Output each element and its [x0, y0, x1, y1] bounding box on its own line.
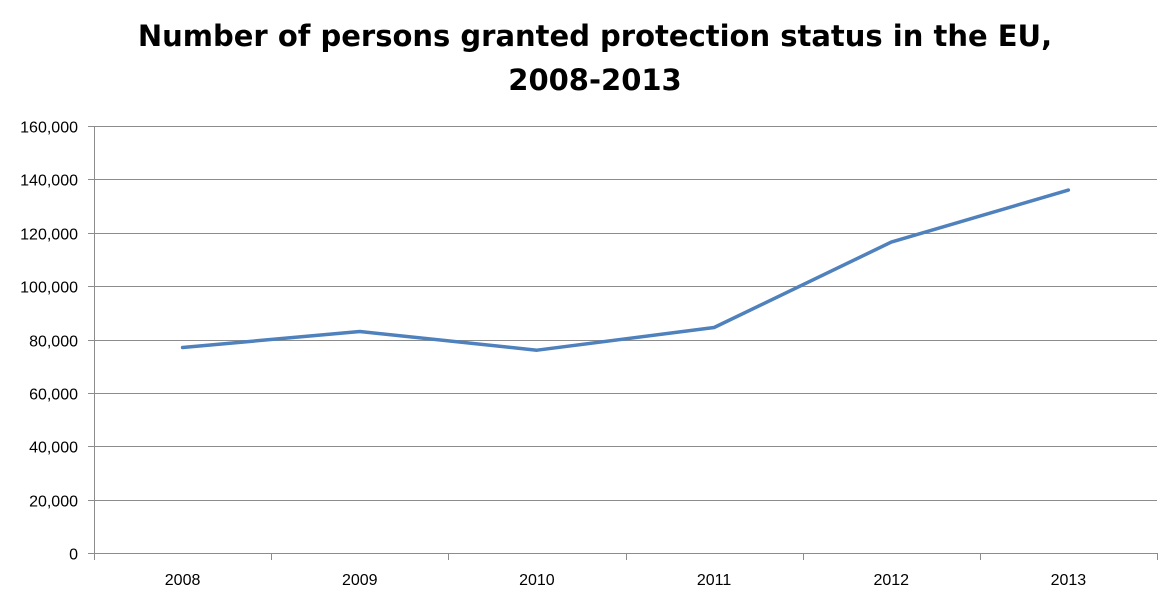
x-axis-tick-labels: 2008 2009 2010 2011 2012 2013 [165, 572, 1087, 589]
y-tick-label: 120,000 [20, 227, 78, 244]
y-tick-label: 0 [69, 547, 78, 564]
y-tick-label: 20,000 [29, 494, 78, 511]
y-axis-tick-labels: 0 20,000 40,000 60,000 80,000 100,000 120,000 1… [20, 120, 78, 564]
series-lines [180, 188, 1071, 352]
y-tick-label: 140,000 [20, 173, 78, 190]
y-tick-label: 100,000 [20, 280, 78, 297]
y-tick-label: 40,000 [29, 440, 78, 457]
y-tick-label: 60,000 [29, 387, 78, 404]
x-tick-label: 2009 [342, 572, 378, 589]
axes [88, 126, 1158, 560]
y-tick-label: 80,000 [29, 334, 78, 351]
x-tick-label: 2012 [873, 572, 909, 589]
x-tick-label: 2010 [519, 572, 555, 589]
x-tick-label: 2013 [1051, 572, 1087, 589]
chart-title: Number of persons granted protection sta… [0, 14, 1170, 102]
chart-title-line-1: Number of persons granted protection sta… [137, 19, 1053, 53]
gridlines [94, 126, 1157, 501]
series-line [180, 188, 1071, 352]
y-tick-label: 160,000 [20, 120, 78, 137]
x-tick-label: 2011 [697, 572, 732, 589]
chart-title-line-2: 2008-2013 [508, 63, 682, 97]
x-tick-label: 2008 [165, 572, 201, 589]
